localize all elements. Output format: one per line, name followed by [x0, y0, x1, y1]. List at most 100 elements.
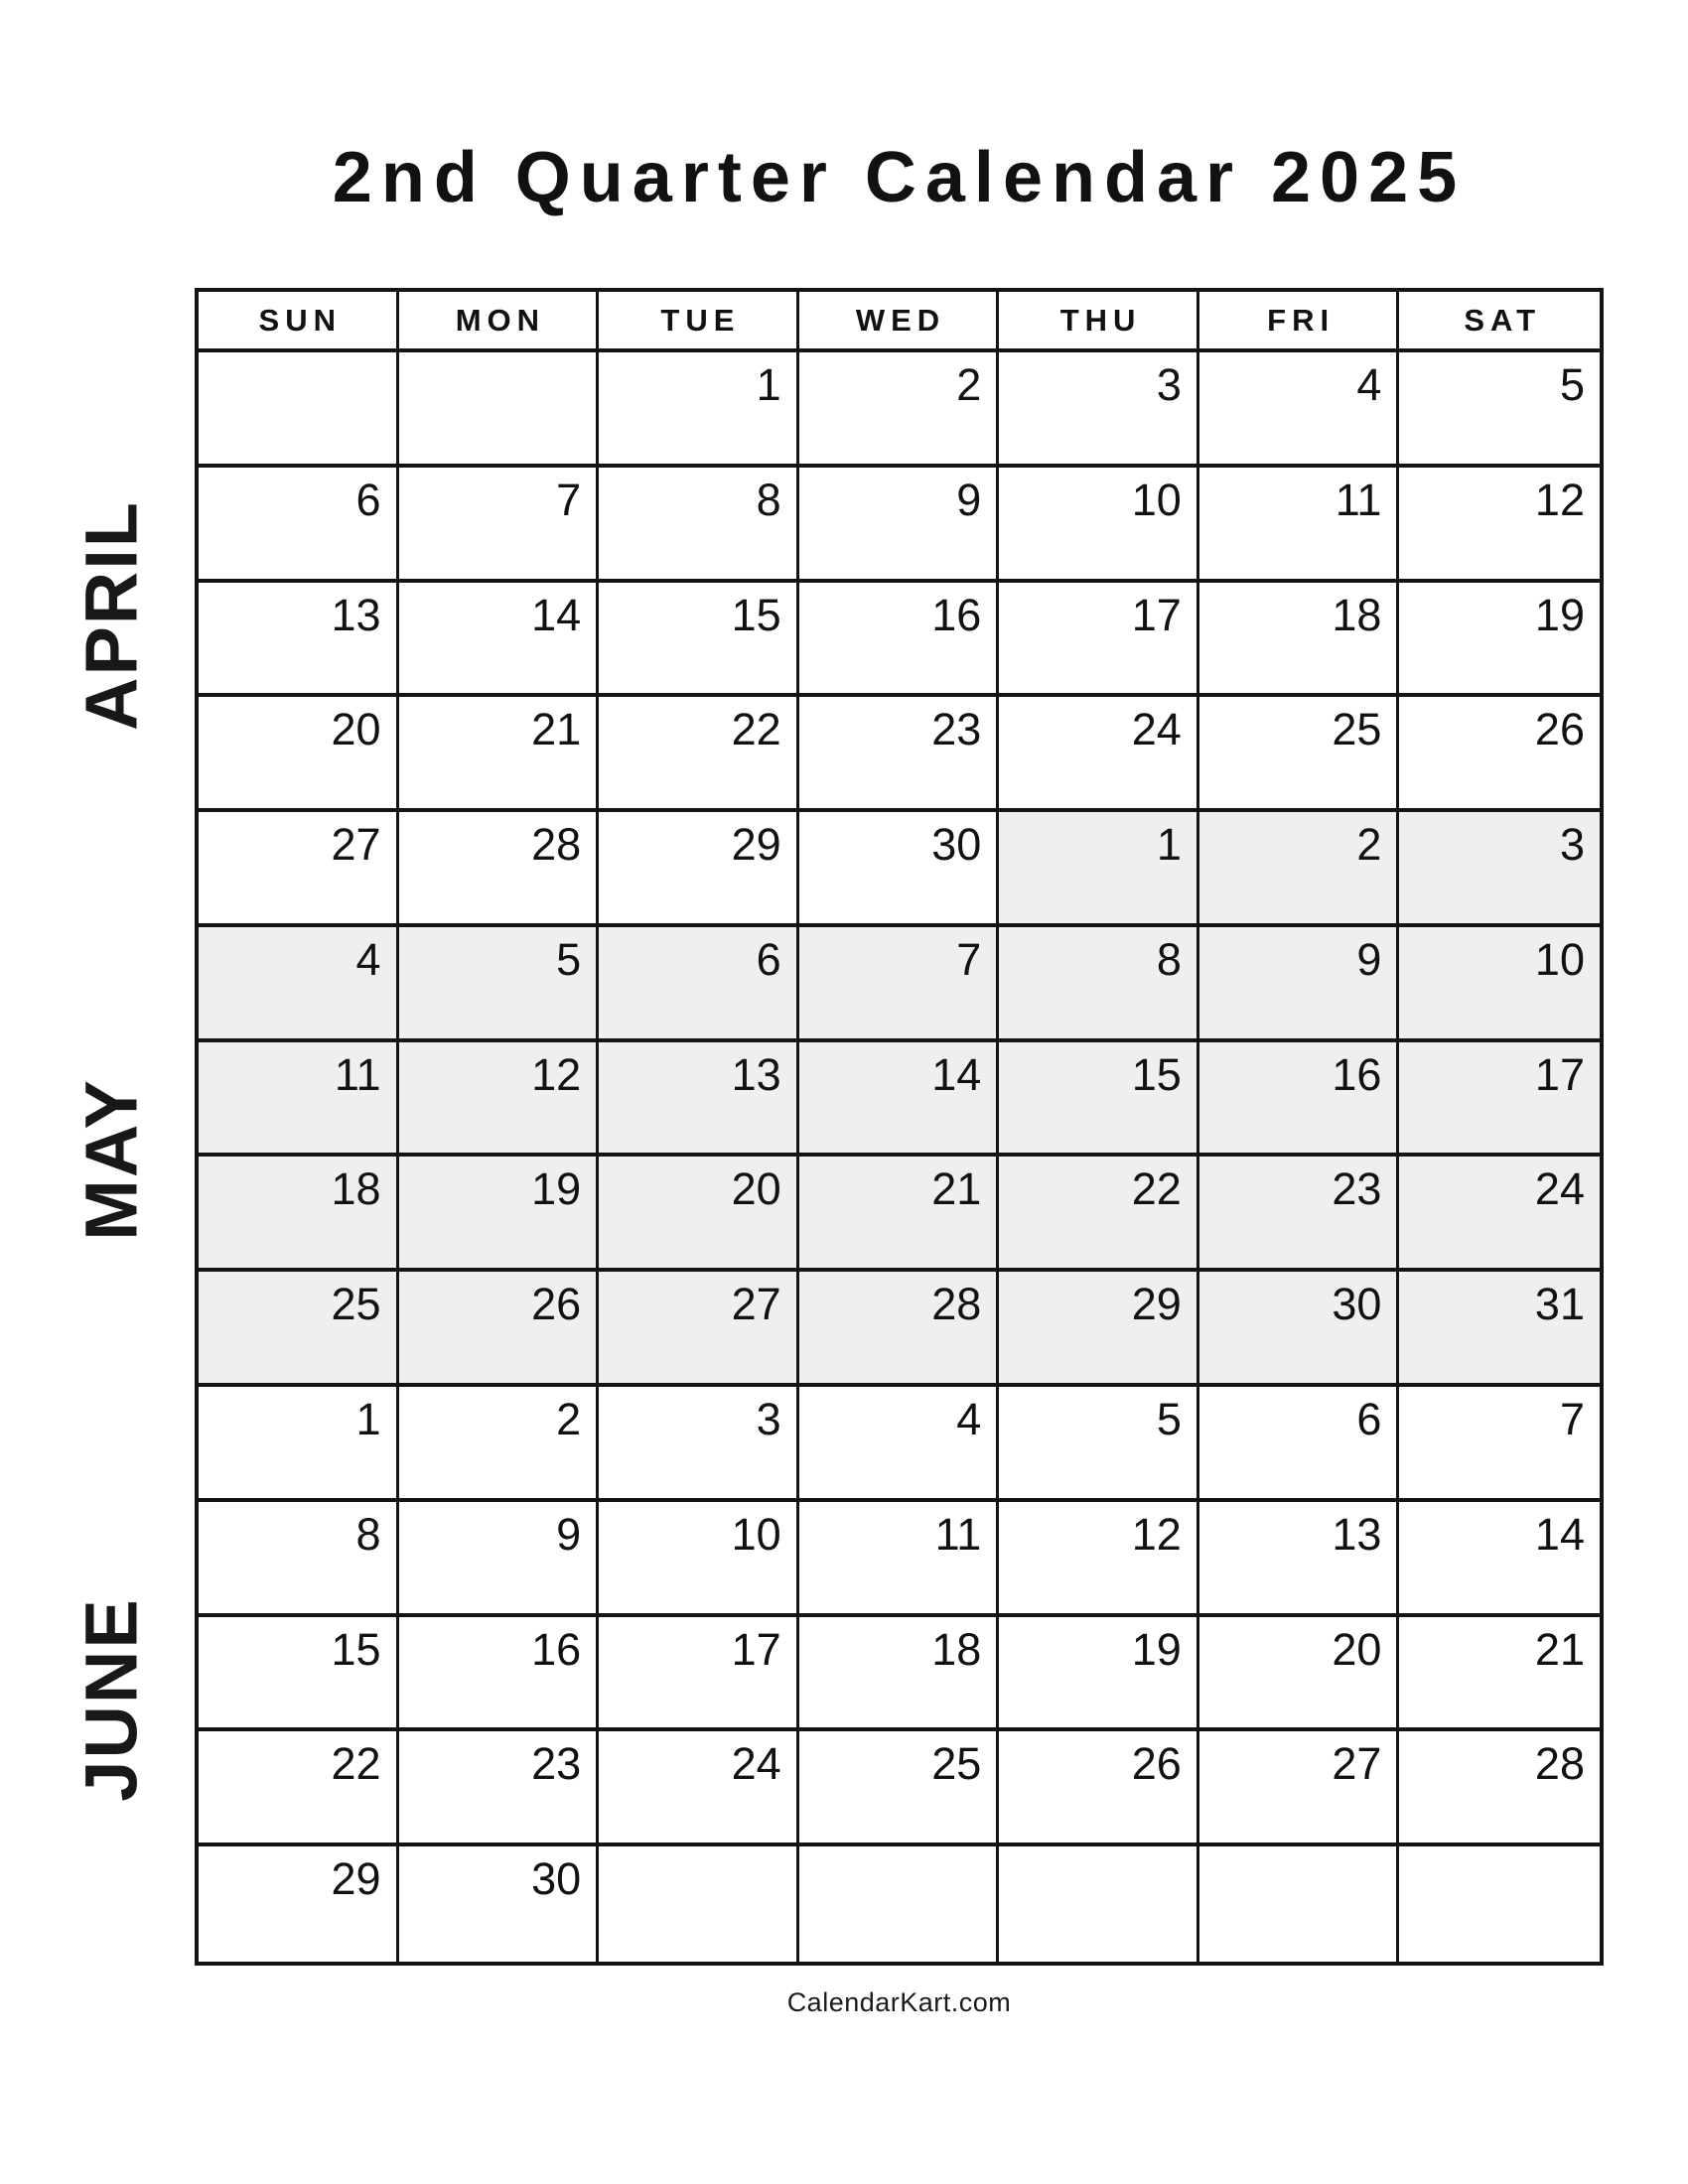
day-cell-may-22: 22: [999, 1157, 1199, 1273]
day-cell-june-11: 11: [798, 1501, 1000, 1617]
day-cell-may-16: 16: [1198, 1041, 1400, 1158]
page-title: 2nd Quarter Calendar 2025: [332, 138, 1467, 217]
day-cell-june-27: 27: [1198, 1731, 1400, 1847]
day-cell-may-19: 19: [398, 1157, 600, 1273]
day-cell-may-26: 26: [398, 1272, 600, 1388]
day-cell-april-14: 14: [398, 582, 600, 698]
empty-cell: [1198, 1846, 1400, 1962]
day-cell-april-9: 9: [798, 467, 1000, 583]
empty-cell: [398, 352, 600, 468]
day-cell-june-25: 25: [798, 1731, 1000, 1847]
day-cell-april-may-27: 27: [199, 812, 399, 927]
empty-cell: [1399, 1846, 1600, 1962]
day-cell-april-may-2: 2: [1198, 812, 1400, 927]
day-cell-april-23: 23: [798, 697, 1000, 813]
day-cell-may-4: 4: [199, 926, 399, 1042]
day-cell-april-15: 15: [599, 582, 799, 698]
day-cell-april-19: 19: [1399, 582, 1600, 698]
day-cell-may-9: 9: [1198, 926, 1400, 1042]
day-cell-june-24: 24: [599, 1731, 799, 1847]
day-cell-may-6: 6: [599, 926, 799, 1042]
day-cell-april-12: 12: [1399, 467, 1600, 583]
day-cell-april-4: 4: [1198, 352, 1400, 468]
day-cell-may-31: 31: [1399, 1272, 1600, 1388]
day-cell-may-21: 21: [798, 1157, 1000, 1273]
day-cell-june-21: 21: [1399, 1616, 1600, 1732]
day-cell-april-may-29: 29: [599, 812, 799, 927]
day-cell-april-24: 24: [999, 697, 1199, 813]
day-cell-april-2: 2: [798, 352, 1000, 468]
day-cell-april-18: 18: [1198, 582, 1400, 698]
day-cell-june-15: 15: [199, 1616, 399, 1732]
day-cell-june-4: 4: [798, 1387, 1000, 1502]
day-cell-june-8: 8: [199, 1501, 399, 1617]
day-cell-may-17: 17: [1399, 1041, 1600, 1158]
day-cell-may-14: 14: [798, 1041, 1000, 1158]
day-cell-june-23: 23: [398, 1731, 600, 1847]
weekday-header-mon: MON: [398, 292, 600, 352]
day-cell-may-18: 18: [199, 1157, 399, 1273]
day-cell-june-29: 29: [199, 1846, 399, 1962]
day-cell-june-6: 6: [1198, 1387, 1400, 1502]
empty-cell: [798, 1846, 1000, 1962]
day-cell-april-may-1: 1: [999, 812, 1199, 927]
day-cell-april-3: 3: [999, 352, 1199, 468]
month-label-april: APRIL: [70, 500, 153, 731]
day-cell-may-20: 20: [599, 1157, 799, 1273]
day-cell-april-13: 13: [199, 582, 399, 698]
day-cell-may-13: 13: [599, 1041, 799, 1158]
day-cell-may-7: 7: [798, 926, 1000, 1042]
day-cell-june-7: 7: [1399, 1387, 1600, 1502]
day-cell-june-5: 5: [999, 1387, 1199, 1502]
day-cell-may-23: 23: [1198, 1157, 1400, 1273]
day-cell-april-10: 10: [999, 467, 1199, 583]
weekday-header-tue: TUE: [599, 292, 799, 352]
month-label-june: JUNE: [70, 1597, 153, 1802]
day-cell-may-11: 11: [199, 1041, 399, 1158]
weekday-header-fri: FRI: [1198, 292, 1400, 352]
day-cell-april-25: 25: [1198, 697, 1400, 813]
calendar-grid: SUN MON TUE WED THU FRI SAT 1 2 3 4 5 6 7 8 9 10 11 12 13 14…: [195, 288, 1604, 1966]
day-cell-june-3: 3: [599, 1387, 799, 1502]
day-cell-april-5: 5: [1399, 352, 1600, 468]
empty-cell: [599, 1846, 799, 1962]
day-cell-may-12: 12: [398, 1041, 600, 1158]
month-label-may: MAY: [70, 1078, 153, 1241]
weekday-header-sat: SAT: [1399, 292, 1600, 352]
day-cell-may-8: 8: [999, 926, 1199, 1042]
day-cell-may-10: 10: [1399, 926, 1600, 1042]
day-cell-june-16: 16: [398, 1616, 600, 1732]
day-cell-june-26: 26: [999, 1731, 1199, 1847]
day-cell-april-22: 22: [599, 697, 799, 813]
day-cell-april-17: 17: [999, 582, 1199, 698]
day-cell-may-29: 29: [999, 1272, 1199, 1388]
day-cell-april-20: 20: [199, 697, 399, 813]
day-cell-june-30: 30: [398, 1846, 600, 1962]
day-cell-june-1: 1: [199, 1387, 399, 1502]
day-cell-june-17: 17: [599, 1616, 799, 1732]
day-cell-april-1: 1: [599, 352, 799, 468]
empty-cell: [199, 352, 399, 468]
day-cell-april-may-3: 3: [1399, 812, 1600, 927]
day-cell-june-28: 28: [1399, 1731, 1600, 1847]
day-cell-june-19: 19: [999, 1616, 1199, 1732]
day-cell-may-5: 5: [398, 926, 600, 1042]
day-cell-june-2: 2: [398, 1387, 600, 1502]
footer-site-link[interactable]: CalendarKart.com: [786, 1987, 1012, 2017]
day-cell-june-18: 18: [798, 1616, 1000, 1732]
day-cell-june-12: 12: [999, 1501, 1199, 1617]
day-cell-april-may-30: 30: [798, 812, 1000, 927]
weekday-header-sun: SUN: [199, 292, 399, 352]
weekday-header-wed: WED: [798, 292, 1000, 352]
day-cell-april-26: 26: [1399, 697, 1600, 813]
day-cell-april-may-28: 28: [398, 812, 600, 927]
day-cell-june-14: 14: [1399, 1501, 1600, 1617]
day-cell-may-15: 15: [999, 1041, 1199, 1158]
day-cell-april-6: 6: [199, 467, 399, 583]
day-cell-april-11: 11: [1198, 467, 1400, 583]
weekday-header-thu: THU: [999, 292, 1199, 352]
day-cell-june-22: 22: [199, 1731, 399, 1847]
empty-cell: [999, 1846, 1199, 1962]
day-cell-may-28: 28: [798, 1272, 1000, 1388]
